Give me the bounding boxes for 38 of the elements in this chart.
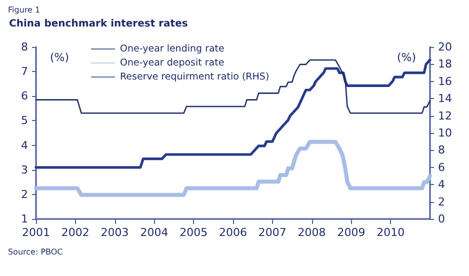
y-tick-label: 7: [21, 65, 28, 78]
x-tick-label: 2004: [140, 226, 168, 239]
source-note: Source: PBOC: [8, 248, 64, 256]
caption: Figure 1: [8, 6, 40, 14]
x-tick-label: 2006: [219, 226, 247, 239]
x-tick-label: 2002: [61, 226, 90, 239]
y2-tick-label: 16: [438, 74, 452, 88]
y2-tick-label: 0: [438, 212, 445, 226]
y2-tick-label: 8: [438, 144, 445, 157]
y-tick-label: 1: [21, 212, 28, 226]
x-tick-label: 2003: [100, 226, 129, 239]
y-tick-label: 8: [21, 40, 28, 54]
y-tick-label: 6: [21, 90, 28, 103]
y-tick-label: 5: [21, 114, 28, 128]
legend-label: One-year lending rate: [120, 44, 225, 54]
x-tick-label: 2001: [22, 226, 50, 239]
y2-tick-label: 14: [438, 92, 452, 106]
y2-tick-label: 18: [438, 58, 452, 71]
x-tick-label: 2009: [337, 226, 366, 239]
line-series: [34, 140, 432, 197]
x-tick-label: 2007: [258, 226, 286, 239]
x-tick-label: 2010: [376, 226, 405, 239]
y-axis-title: (%): [50, 51, 70, 64]
y2-tick-label: 10: [438, 126, 452, 140]
legend-label: One-year deposit rate: [120, 58, 224, 68]
legend-label: Reserve requirment ratio (RHS): [120, 72, 270, 82]
y2-axis-title: (%): [396, 51, 416, 64]
y-tick-label: 2: [21, 188, 28, 201]
y2-tick-label: 20: [438, 40, 452, 54]
chart-title: China benchmark interest rates: [9, 18, 188, 30]
y2-tick-label: 12: [438, 109, 452, 122]
y2-tick-label: 2: [438, 195, 445, 208]
y2-tick-label: 6: [438, 160, 445, 174]
y-tick-label: 4: [21, 138, 28, 152]
y-tick-label: 3: [21, 163, 28, 176]
y2-tick-label: 4: [438, 178, 445, 192]
x-tick-label: 2008: [298, 226, 326, 239]
x-tick-label: 2005: [180, 226, 208, 239]
